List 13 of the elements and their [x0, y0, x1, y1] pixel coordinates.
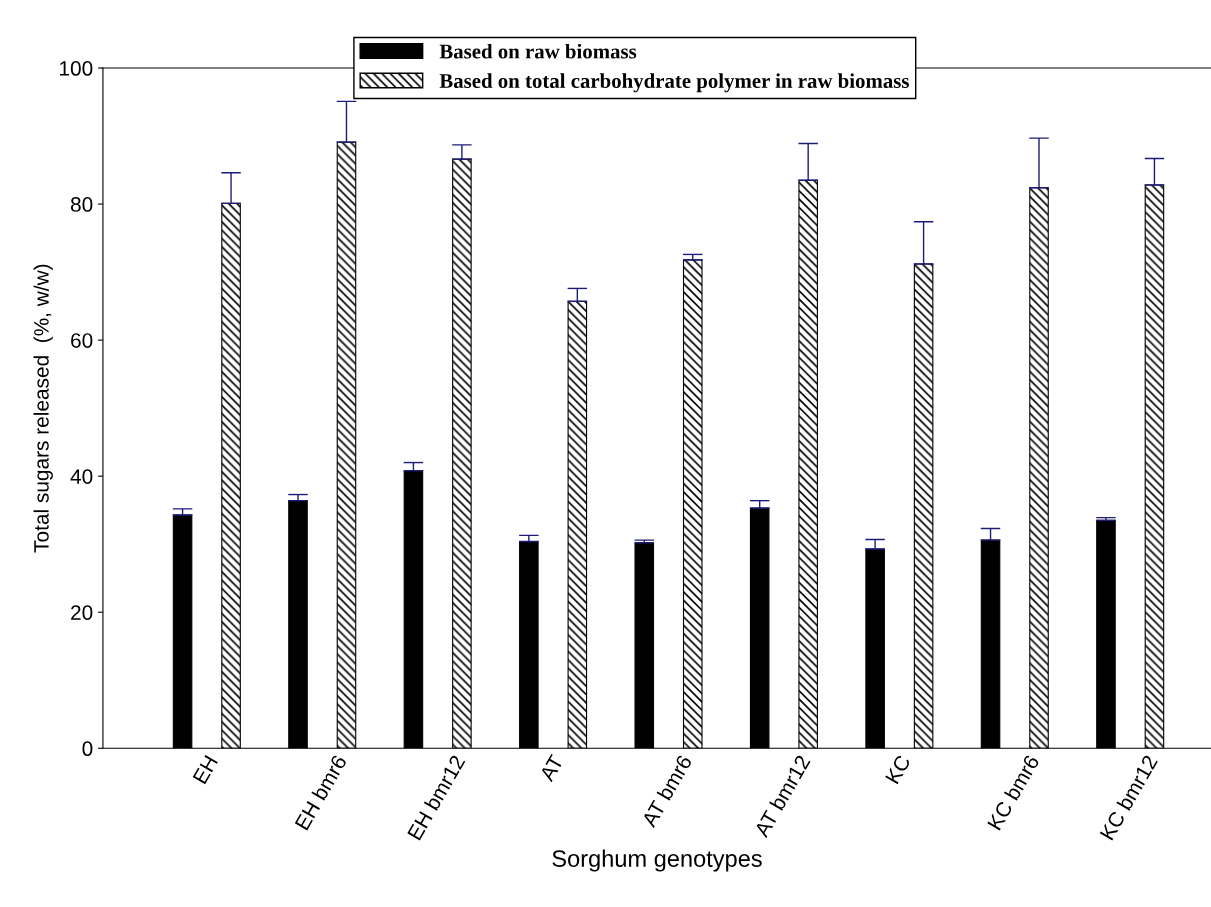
x-tick-label: KC	[885, 754, 912, 785]
x-tick-label: EH	[192, 754, 218, 785]
y-tick-label: 80	[70, 197, 93, 212]
y-tick-label: 20	[71, 605, 93, 620]
legend-label: Based on total carbohydrate polymer in raw biomass	[439, 73, 909, 93]
y-axis-title: Total sugars released (%, w/w)	[33, 264, 53, 553]
y-tick-label: 40	[70, 469, 93, 484]
y-tick-label: 100	[60, 61, 93, 76]
x-axis-title: Sorghum genotypes	[552, 849, 762, 872]
y-tick-label: 60	[71, 333, 93, 348]
y-tick-label: 0	[82, 741, 93, 757]
x-tick-label: AT	[539, 753, 564, 783]
legend-label: Based on raw biomass	[439, 43, 637, 59]
